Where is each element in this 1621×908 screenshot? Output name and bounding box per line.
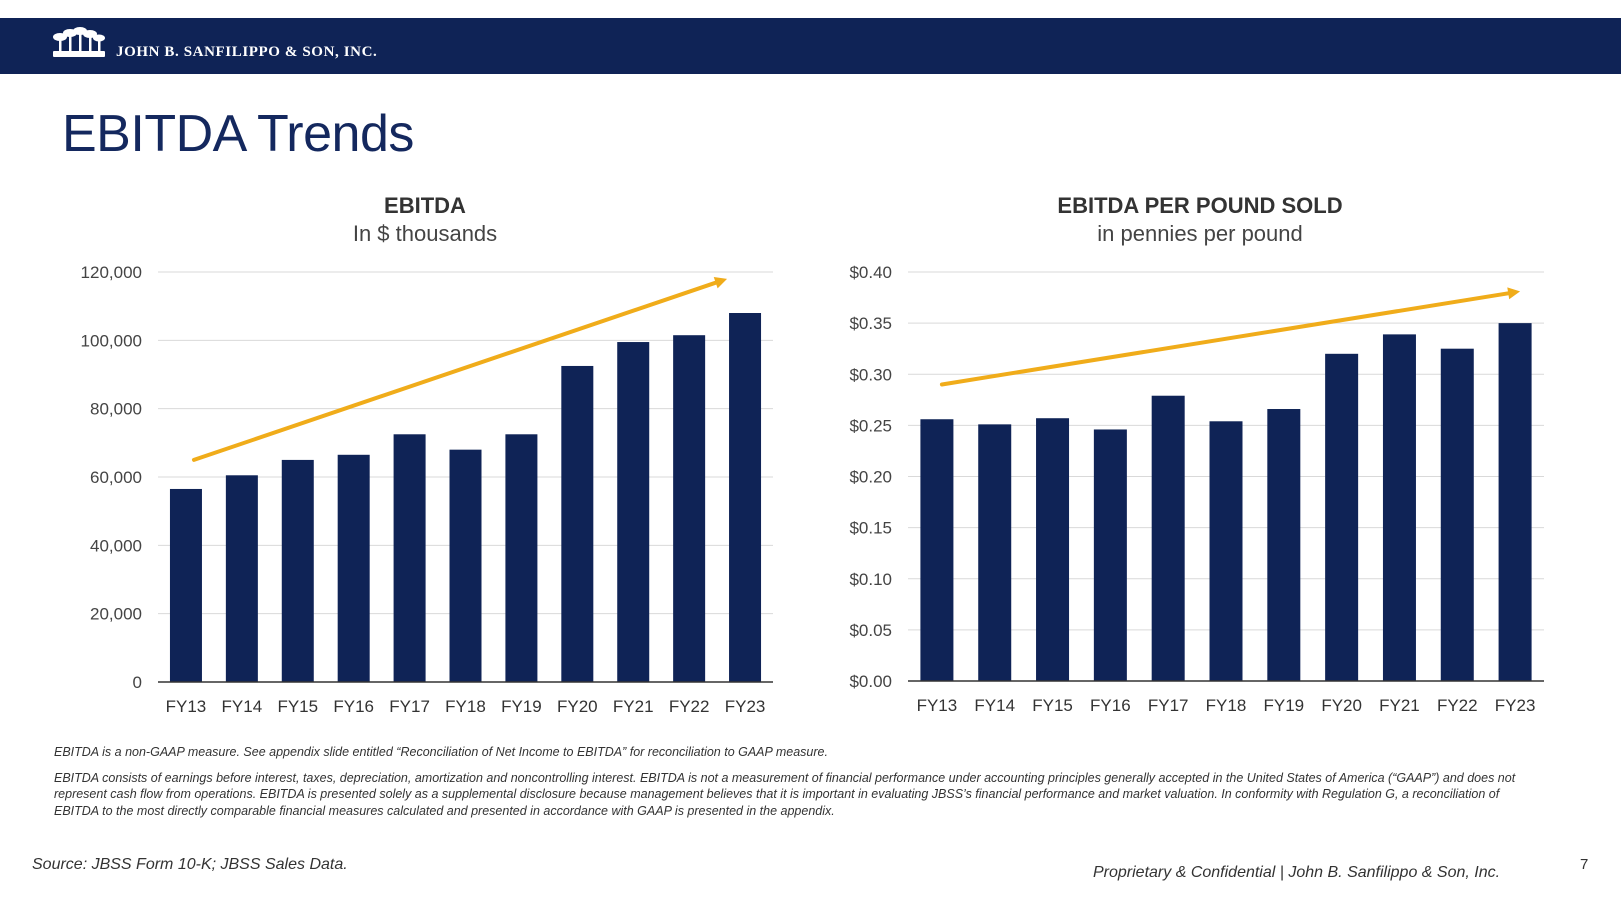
x-tick-label: FY14 bbox=[222, 697, 263, 716]
x-tick-label: FY17 bbox=[1148, 696, 1189, 715]
x-tick-label: FY15 bbox=[1032, 696, 1073, 715]
company-name: JOHN B. SANFILIPPO & SON, INC. bbox=[116, 44, 378, 60]
bar-fy19 bbox=[505, 434, 538, 682]
ebitda-chart-subtitle: In $ thousands bbox=[352, 221, 498, 246]
x-tick-label: FY21 bbox=[1379, 696, 1420, 715]
bar-fy17 bbox=[393, 434, 426, 682]
bar-fy14 bbox=[225, 475, 258, 682]
y-tick-label: 120,000 bbox=[81, 263, 142, 282]
bar-fy16 bbox=[337, 454, 370, 682]
ebitda-bar-chart: 0 20,000 40,000 60,000 80,000 100,000 120,000 F… bbox=[81, 263, 773, 716]
x-tick-label: FY23 bbox=[725, 697, 766, 716]
x-tick-label: FY20 bbox=[557, 697, 598, 716]
x-tick-label: FY16 bbox=[333, 697, 374, 716]
y-tick-label: $0.35 bbox=[849, 314, 892, 333]
per-pound-chart-title: EBITDA PER POUND SOLD bbox=[1057, 193, 1343, 218]
trend-arrow-line bbox=[191, 280, 718, 462]
x-tick-label: FY15 bbox=[277, 697, 318, 716]
bar-fy22 bbox=[1440, 348, 1474, 681]
x-tick-label: FY13 bbox=[917, 696, 958, 715]
footnote-non-gaap: EBITDA is a non-GAAP measure. See append… bbox=[54, 745, 828, 759]
x-tick-label: FY16 bbox=[1090, 696, 1131, 715]
per-pound-chart-subtitle: in pennies per pound bbox=[1097, 221, 1303, 246]
y-tick-label: 80,000 bbox=[90, 400, 142, 419]
bar-fy13 bbox=[920, 419, 954, 681]
palm-tree-logo-icon bbox=[53, 27, 105, 57]
y-tick-label: 100,000 bbox=[81, 331, 142, 350]
x-tick-label: FY21 bbox=[613, 697, 654, 716]
ebitda-chart-title: EBITDA bbox=[384, 193, 466, 218]
page-number: 7 bbox=[1580, 856, 1589, 873]
x-tick-label: FY20 bbox=[1321, 696, 1362, 715]
x-tick-label: FY22 bbox=[1437, 696, 1478, 715]
y-tick-label: 60,000 bbox=[90, 468, 142, 487]
y-tick-label: $0.05 bbox=[849, 621, 892, 640]
bar-fy21 bbox=[1382, 334, 1416, 681]
bar-fy21 bbox=[617, 342, 650, 682]
x-tick-label: FY17 bbox=[389, 697, 430, 716]
bar-fy18 bbox=[449, 449, 482, 682]
y-tick-label: $0.00 bbox=[849, 672, 892, 691]
trend-arrow-line bbox=[939, 291, 1511, 387]
bar-fy20 bbox=[1325, 353, 1359, 681]
bar-fy23 bbox=[1498, 323, 1532, 681]
x-tick-label: FY19 bbox=[501, 697, 542, 716]
slide-title: EBITDA Trends bbox=[62, 105, 414, 163]
bar-fy14 bbox=[978, 424, 1012, 681]
ebitda-per-pound-bar-chart: $0.00 $0.05 $0.10 $0.15 $0.20 $0.25 $0.30 $0.35… bbox=[849, 263, 1544, 715]
footnote-definition: EBITDA consists of earnings before inter… bbox=[54, 770, 1516, 818]
bar-fy15 bbox=[1036, 418, 1070, 681]
x-tick-label: FY23 bbox=[1495, 696, 1536, 715]
x-tick-label: FY19 bbox=[1263, 696, 1304, 715]
confidential-note: Proprietary & Confidential | John B. San… bbox=[1093, 864, 1501, 881]
x-tick-label: FY18 bbox=[445, 697, 486, 716]
trend-arrowhead-icon bbox=[713, 277, 728, 289]
y-tick-label: 20,000 bbox=[90, 605, 142, 624]
bar-fy17 bbox=[1151, 395, 1185, 681]
header-banner: JOHN B. SANFILIPPO & SON, INC. bbox=[0, 18, 1621, 74]
trend-arrowhead-icon bbox=[1507, 287, 1521, 300]
source-note: Source: JBSS Form 10-K; JBSS Sales Data. bbox=[32, 856, 348, 873]
bar-fy15 bbox=[281, 459, 314, 682]
bar-fy20 bbox=[561, 365, 594, 682]
y-tick-label: $0.30 bbox=[849, 365, 892, 384]
bar-fy16 bbox=[1093, 429, 1127, 681]
bar-fy13 bbox=[169, 488, 202, 682]
bar-fy22 bbox=[673, 335, 706, 682]
y-tick-label: $0.15 bbox=[849, 519, 892, 538]
bar-fy23 bbox=[729, 313, 762, 682]
y-tick-label: $0.20 bbox=[849, 468, 892, 487]
y-tick-label: 40,000 bbox=[90, 536, 142, 555]
x-tick-label: FY22 bbox=[669, 697, 710, 716]
y-tick-label: 0 bbox=[133, 673, 142, 692]
x-tick-label: FY14 bbox=[974, 696, 1015, 715]
x-tick-label: FY13 bbox=[166, 697, 207, 716]
y-tick-label: $0.25 bbox=[849, 416, 892, 435]
x-tick-label: FY18 bbox=[1206, 696, 1247, 715]
bar-fy19 bbox=[1267, 409, 1301, 681]
y-tick-label: $0.40 bbox=[849, 263, 892, 282]
bar-fy18 bbox=[1209, 421, 1243, 681]
footnotes: EBITDA is a non-GAAP measure. See append… bbox=[54, 744, 1544, 828]
y-tick-label: $0.10 bbox=[849, 570, 892, 589]
